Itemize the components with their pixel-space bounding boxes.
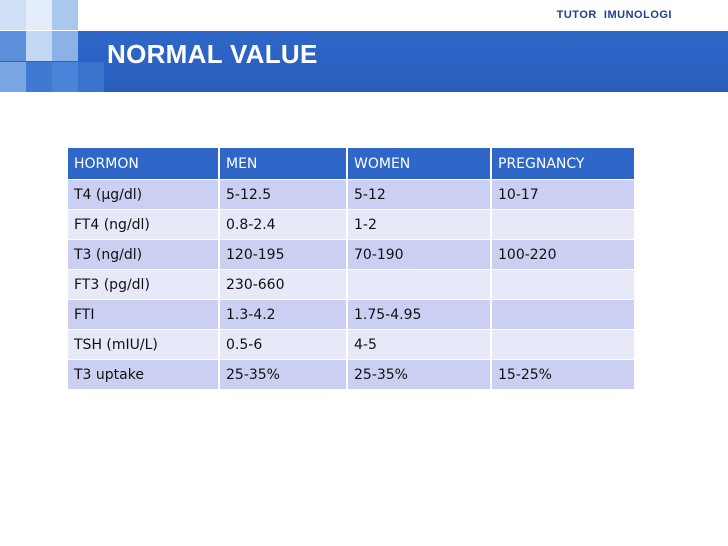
table-cell: 1-2 — [348, 210, 492, 240]
normal-value-table: HORMON MEN WOMEN PREGNANCY T4 (µg/dl) 5-… — [68, 148, 636, 390]
table-cell: TSH (mIU/L) — [68, 330, 220, 360]
table-cell: 0.5-6 — [220, 330, 348, 360]
table-cell: 1.75-4.95 — [348, 300, 492, 330]
table-row: FT3 (pg/dl) 230-660 — [68, 270, 636, 300]
decor-square — [52, 31, 78, 61]
column-header-hormon: HORMON — [68, 148, 220, 180]
table-cell — [492, 210, 636, 240]
table-row: T3 (ng/dl) 120-195 70-190 100-220 — [68, 240, 636, 270]
decor-square — [26, 62, 52, 92]
column-header-women: WOMEN — [348, 148, 492, 180]
table-cell: 25-35% — [348, 360, 492, 390]
table-cell: 0.8-2.4 — [220, 210, 348, 240]
table-cell — [492, 330, 636, 360]
decor-square — [0, 0, 26, 30]
table-row: T4 (µg/dl) 5-12.5 5-12 10-17 — [68, 180, 636, 210]
decor-square — [52, 0, 78, 30]
table-cell: T3 (ng/dl) — [68, 240, 220, 270]
table-cell: 230-660 — [220, 270, 348, 300]
decor-square — [52, 62, 78, 92]
brand-label: TUTOR IMUNOLOGI — [556, 9, 672, 21]
table-cell: 70-190 — [348, 240, 492, 270]
table-cell: 10-17 — [492, 180, 636, 210]
table-row: T3 uptake 25-35% 25-35% 15-25% — [68, 360, 636, 390]
page-title: NORMAL VALUE — [107, 39, 318, 69]
table-row: FT4 (ng/dl) 0.8-2.4 1-2 — [68, 210, 636, 240]
decor-square — [26, 0, 52, 30]
table-cell: 100-220 — [492, 240, 636, 270]
table-cell: FT3 (pg/dl) — [68, 270, 220, 300]
table-cell: 1.3-4.2 — [220, 300, 348, 330]
table-cell: 120-195 — [220, 240, 348, 270]
table-row: TSH (mIU/L) 0.5-6 4-5 — [68, 330, 636, 360]
table-cell — [492, 300, 636, 330]
decor-square — [26, 31, 52, 61]
table-cell — [492, 270, 636, 300]
column-header-men: MEN — [220, 148, 348, 180]
table-cell — [348, 270, 492, 300]
header-band: TUTOR IMUNOLOGI NORMAL VALUE — [0, 0, 728, 92]
table-cell: 5-12.5 — [220, 180, 348, 210]
table-cell: FT4 (ng/dl) — [68, 210, 220, 240]
decor-square — [78, 62, 104, 92]
table-header-row: HORMON MEN WOMEN PREGNANCY — [68, 148, 636, 180]
table-cell: 5-12 — [348, 180, 492, 210]
decor-square — [0, 62, 26, 92]
table-cell: FTI — [68, 300, 220, 330]
table-cell: 25-35% — [220, 360, 348, 390]
header-topbar — [0, 0, 728, 31]
decor-square — [0, 31, 26, 61]
table-cell: T4 (µg/dl) — [68, 180, 220, 210]
table-row: FTI 1.3-4.2 1.75-4.95 — [68, 300, 636, 330]
table-cell: 15-25% — [492, 360, 636, 390]
table-cell: T3 uptake — [68, 360, 220, 390]
column-header-pregnancy: PREGNANCY — [492, 148, 636, 180]
table-cell: 4-5 — [348, 330, 492, 360]
